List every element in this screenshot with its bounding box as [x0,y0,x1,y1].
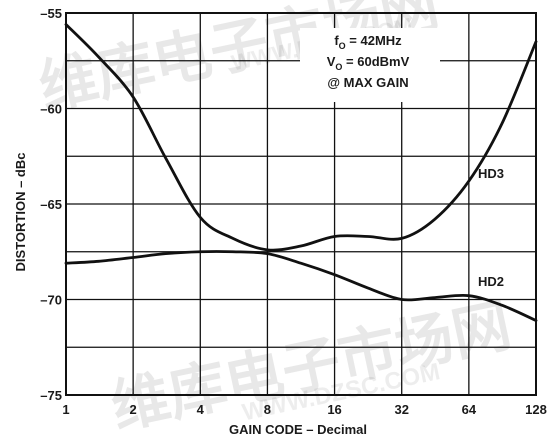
series-label-hd3: HD3 [478,166,504,181]
x-tick-label: 8 [264,402,271,417]
plot-frame [65,12,537,396]
watermark-chinese-bottom: 维库电子市场网 [106,293,517,441]
plot-border [65,12,537,396]
conditions-annotation: fO = 42MHz VO = 60dBmV @ MAX GAIN [300,28,440,102]
axis-labels: GAIN CODE – Decimal DISTORTION – dBc [13,153,367,437]
series-line-hd3 [64,23,538,252]
y-tick-label: –75 [40,388,62,403]
y-tick-label: –60 [40,102,62,117]
annotation-background [300,28,440,102]
x-tick-label: 4 [197,402,205,417]
x-axis-label: GAIN CODE – Decimal [229,422,367,437]
series-label-hd2: HD2 [478,274,504,289]
series-line-hd2 [64,250,538,322]
y-axis-label: DISTORTION – dBc [13,153,28,272]
x-tick-label: 1 [62,402,69,417]
annotation-line: fO = 42MHz [334,33,402,51]
plot-lines: HD3 HD2 [64,23,538,322]
annotation-line: @ MAX GAIN [327,75,408,90]
x-tick-label: 64 [462,402,477,417]
x-tick-label: 128 [525,402,547,417]
x-tick-label: 2 [130,402,137,417]
y-tick-label: –65 [40,197,62,212]
annotation-line: VO = 60dBmV [327,54,410,72]
x-tick-label: 16 [327,402,341,417]
tick-labels: 1 2 4 8 16 32 64 128 –55 –60 –65 –70 –75 [40,6,547,417]
y-tick-label: –70 [40,293,62,308]
y-tick-label: –55 [40,6,62,21]
x-tick-label: 32 [394,402,408,417]
